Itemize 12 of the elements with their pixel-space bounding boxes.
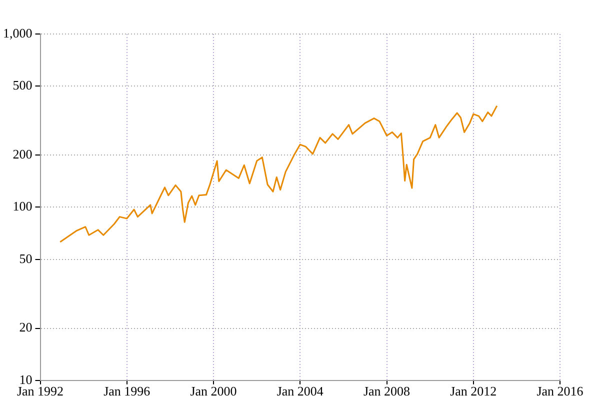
x-tick-label: Jan 2016 [536,384,584,399]
x-tick-label: Jan 2004 [276,384,324,399]
x-tick-label: Jan 2012 [450,384,497,399]
x-tick-label: Jan 1996 [104,384,151,399]
y-tick-label: 1,000 [3,25,32,40]
y-tick-label: 20 [19,320,32,335]
x-tick-label: Jan 2000 [190,384,237,399]
y-tick-label: 50 [19,250,32,266]
y-tick-label: 500 [12,78,32,93]
x-tick-label: Jan 2008 [363,384,410,399]
y-tick-label: 200 [12,146,32,162]
y-tick-label: 100 [12,198,32,214]
